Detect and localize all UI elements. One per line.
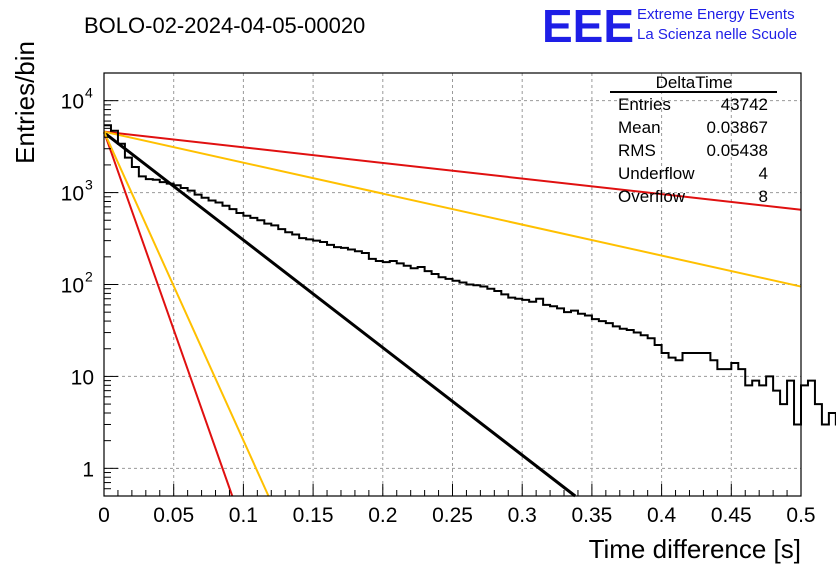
stats-row-label: Underflow (618, 164, 695, 183)
stats-rows: Entries 43742 Mean 0.03867 RMS 0.05438 Underfl… (618, 95, 768, 206)
y-tick-label: 10 (61, 183, 84, 206)
fit-curve (103, 130, 802, 288)
stats-row-label: Mean (618, 118, 661, 137)
fit-curves (103, 130, 802, 498)
x-axis-title: Time difference [s] (589, 534, 801, 564)
x-tick-label: 0.25 (432, 504, 473, 527)
x-tick-label: 0.1 (229, 504, 258, 527)
chart-title: BOLO-02-2024-04-05-00020 (84, 13, 365, 38)
stats-title: DeltaTime (656, 73, 733, 92)
x-tick-label: 0.5 (786, 504, 815, 527)
stats-row-value: 8 (759, 187, 768, 206)
fit-curve (103, 131, 270, 497)
eee-logo-icon: EEE (542, 0, 634, 52)
x-tick-label: 0.35 (571, 504, 612, 527)
fit-curve (103, 131, 234, 497)
fit-curve (103, 131, 577, 498)
stats-row-value: 0.05438 (707, 141, 768, 160)
x-tick-label: 0.45 (711, 504, 752, 527)
x-tick-label: 0 (98, 504, 110, 527)
y-tick-exponent: 4 (85, 85, 93, 101)
x-tick-label: 0.3 (508, 504, 537, 527)
stats-box: DeltaTime Entries 43742 Mean 0.03867 RMS 0.05… (610, 73, 777, 206)
histogram-line (104, 124, 836, 426)
stats-row-label: Overflow (618, 187, 686, 206)
stats-row-value: 43742 (721, 95, 768, 114)
y-tick-label: 10 (71, 366, 94, 389)
x-tick-label: 0.2 (368, 504, 397, 527)
x-tick-label: 0.4 (647, 504, 677, 527)
stats-row-value: 4 (759, 164, 768, 183)
y-tick-label: 10 (61, 91, 84, 114)
grid (104, 73, 801, 496)
stats-row-label: RMS (618, 141, 656, 160)
y-axis-title: Entries/bin (10, 41, 40, 164)
stats-row-label: Entries (618, 95, 671, 114)
y-tick-label: 10 (61, 275, 84, 298)
y-tick-exponent: 2 (85, 269, 93, 285)
logo-line-1: Extreme Energy Events (637, 6, 795, 23)
x-tick-label: 0.15 (293, 504, 334, 527)
x-tick-label: 0.05 (153, 504, 194, 527)
logo-line-2: La Scienza nelle Scuole (637, 26, 797, 43)
y-tick-exponent: 3 (85, 177, 93, 193)
histogram (104, 124, 836, 426)
x-ticks: 0 0.05 0.1 0.15 0.2 0.25 0.3 0.35 0.4 0.45 0.5 (98, 484, 816, 527)
stats-row-value: 0.03867 (707, 118, 768, 137)
y-tick-label: 1 (82, 458, 94, 481)
fit-curve (103, 130, 802, 211)
